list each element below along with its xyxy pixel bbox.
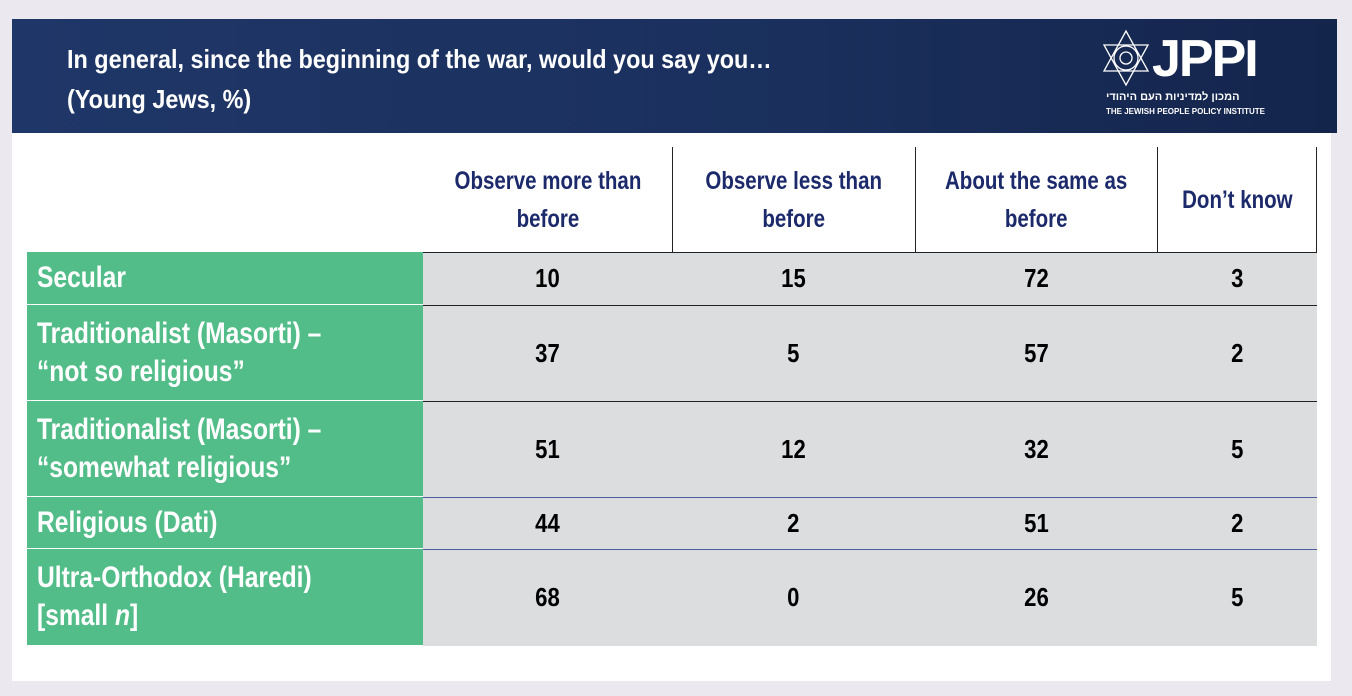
column-divider [1157, 147, 1158, 252]
column-divider [915, 147, 916, 252]
table-cell: 3 [1230, 263, 1244, 293]
table-cell: 5 [1230, 433, 1244, 464]
column-divider [1316, 147, 1317, 252]
table-cell: 10 [535, 263, 560, 293]
row-label: Ultra-Orthodox (Haredi) [small n] [27, 549, 423, 645]
table-row: 37 5 57 2 [423, 305, 1317, 401]
table-cell: 12 [781, 433, 806, 464]
table-cell: 2 [1230, 507, 1244, 538]
table-cell: 32 [1023, 433, 1049, 464]
table-cell: 5 [1230, 582, 1244, 612]
table-cell: 68 [535, 582, 560, 612]
table-cell: 5 [787, 337, 800, 368]
table-row: 51 12 32 5 [423, 401, 1317, 497]
row-label: Religious (Dati) [27, 497, 423, 548]
column-header: About the same as before [944, 166, 1128, 233]
table-cell: 26 [1023, 582, 1049, 612]
table-cell: 15 [781, 263, 806, 293]
table-row: 10 15 72 3 [423, 252, 1317, 305]
row-label: Secular [27, 252, 423, 304]
table-cell: 51 [1023, 507, 1049, 538]
row-divider [423, 305, 1317, 306]
table-cell: 51 [535, 433, 560, 464]
row-divider [423, 497, 1317, 498]
row-label: Traditionalist (Masorti) – “not so religi… [27, 305, 423, 400]
column-header: Don’t know [1181, 185, 1293, 214]
table-cell: 37 [535, 337, 560, 368]
table-cell: 0 [787, 582, 800, 612]
row-divider [423, 401, 1317, 402]
slide-title: In general, since the beginning of the w… [67, 44, 772, 114]
row-divider [423, 252, 1317, 253]
star-of-david-icon [1102, 29, 1150, 87]
column-divider [672, 147, 673, 252]
row-label: Traditionalist (Masorti) – “somewhat reli… [27, 401, 423, 496]
column-header: Observe more than before [454, 166, 641, 233]
table-cell: 2 [1230, 337, 1244, 368]
table-cell: 44 [535, 507, 560, 538]
column-header: Observe less than before [705, 166, 882, 233]
table-cell: 72 [1023, 263, 1049, 293]
table-row: 68 0 26 5 [423, 549, 1317, 646]
row-divider [423, 549, 1317, 550]
jppi-logo: JPPI המכון למדיניות העם היהודי THE JEWIS… [1100, 27, 1280, 119]
table-row: 44 2 51 2 [423, 497, 1317, 549]
table-cell: 2 [787, 507, 800, 538]
slide-header: In general, since the beginning of the w… [12, 19, 1337, 133]
table-cell: 57 [1023, 337, 1049, 368]
